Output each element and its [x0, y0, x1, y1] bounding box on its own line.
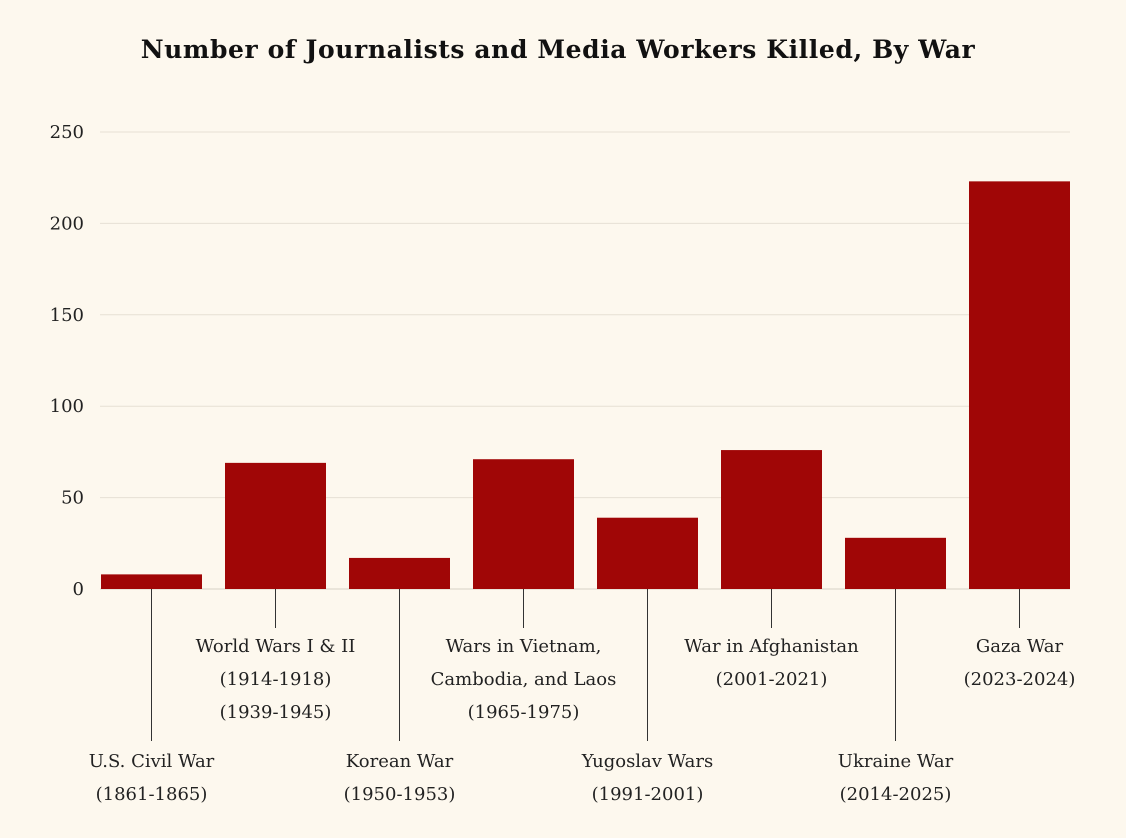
category-label-line: (2001-2021): [716, 669, 828, 690]
chart-title: Number of Journalists and Media Workers …: [141, 35, 976, 64]
bar: [225, 462, 326, 589]
category-label-line: Cambodia, and Laos: [431, 669, 617, 690]
category-label-line: (1965-1975): [468, 702, 580, 723]
category-label-line: Ukraine War: [838, 751, 954, 772]
bar: [597, 517, 698, 589]
category-leaders: [151, 589, 1020, 741]
category-label: World Wars I & II (1914-1918) (1939-1945): [196, 636, 356, 723]
category-label-line: War in Afghanistan: [684, 636, 859, 657]
category-label: Yugoslav Wars (1991-2001): [581, 751, 713, 805]
category-label: U.S. Civil War (1861-1865): [89, 751, 215, 805]
category-label-line: (2014-2025): [840, 784, 952, 805]
category-label-line: Yugoslav Wars: [581, 751, 713, 772]
category-label-line: (1861-1865): [96, 784, 208, 805]
category-label: War in Afghanistan (2001-2021): [684, 636, 859, 690]
category-label-line: Gaza War: [976, 636, 1064, 657]
bar: [969, 181, 1070, 589]
bar: [721, 450, 822, 589]
category-label-line: Wars in Vietnam,: [446, 636, 602, 657]
bar: [473, 459, 574, 589]
y-tick-label: 100: [50, 396, 84, 417]
category-label-line: (1950-1953): [344, 784, 456, 805]
category-labels: U.S. Civil War (1861-1865) World Wars I & …: [89, 636, 1076, 805]
category-label: Wars in Vietnam, Cambodia, and Laos (1965-…: [431, 636, 617, 723]
bar: [845, 537, 946, 589]
category-label: Ukraine War (2014-2025): [838, 751, 954, 805]
bar: [349, 557, 450, 589]
y-axis-ticks: 0 50 100 150 200 250: [50, 122, 84, 600]
category-label-line: U.S. Civil War: [89, 751, 215, 772]
category-label-line: (2023-2024): [964, 669, 1076, 690]
bars: [101, 181, 1070, 589]
category-label-line: (1939-1945): [220, 702, 332, 723]
y-tick-label: 200: [50, 213, 84, 234]
y-tick-label: 50: [61, 488, 84, 509]
category-label-line: (1914-1918): [220, 669, 332, 690]
category-label-line: Korean War: [346, 751, 454, 772]
y-tick-label: 250: [50, 122, 84, 143]
bar: [101, 574, 202, 589]
y-tick-label: 150: [50, 305, 84, 326]
category-label: Gaza War (2023-2024): [964, 636, 1076, 690]
category-label: Korean War (1950-1953): [344, 751, 456, 805]
category-label-line: (1991-2001): [592, 784, 704, 805]
category-label-line: World Wars I & II: [196, 636, 356, 657]
y-tick-label: 0: [73, 579, 84, 600]
